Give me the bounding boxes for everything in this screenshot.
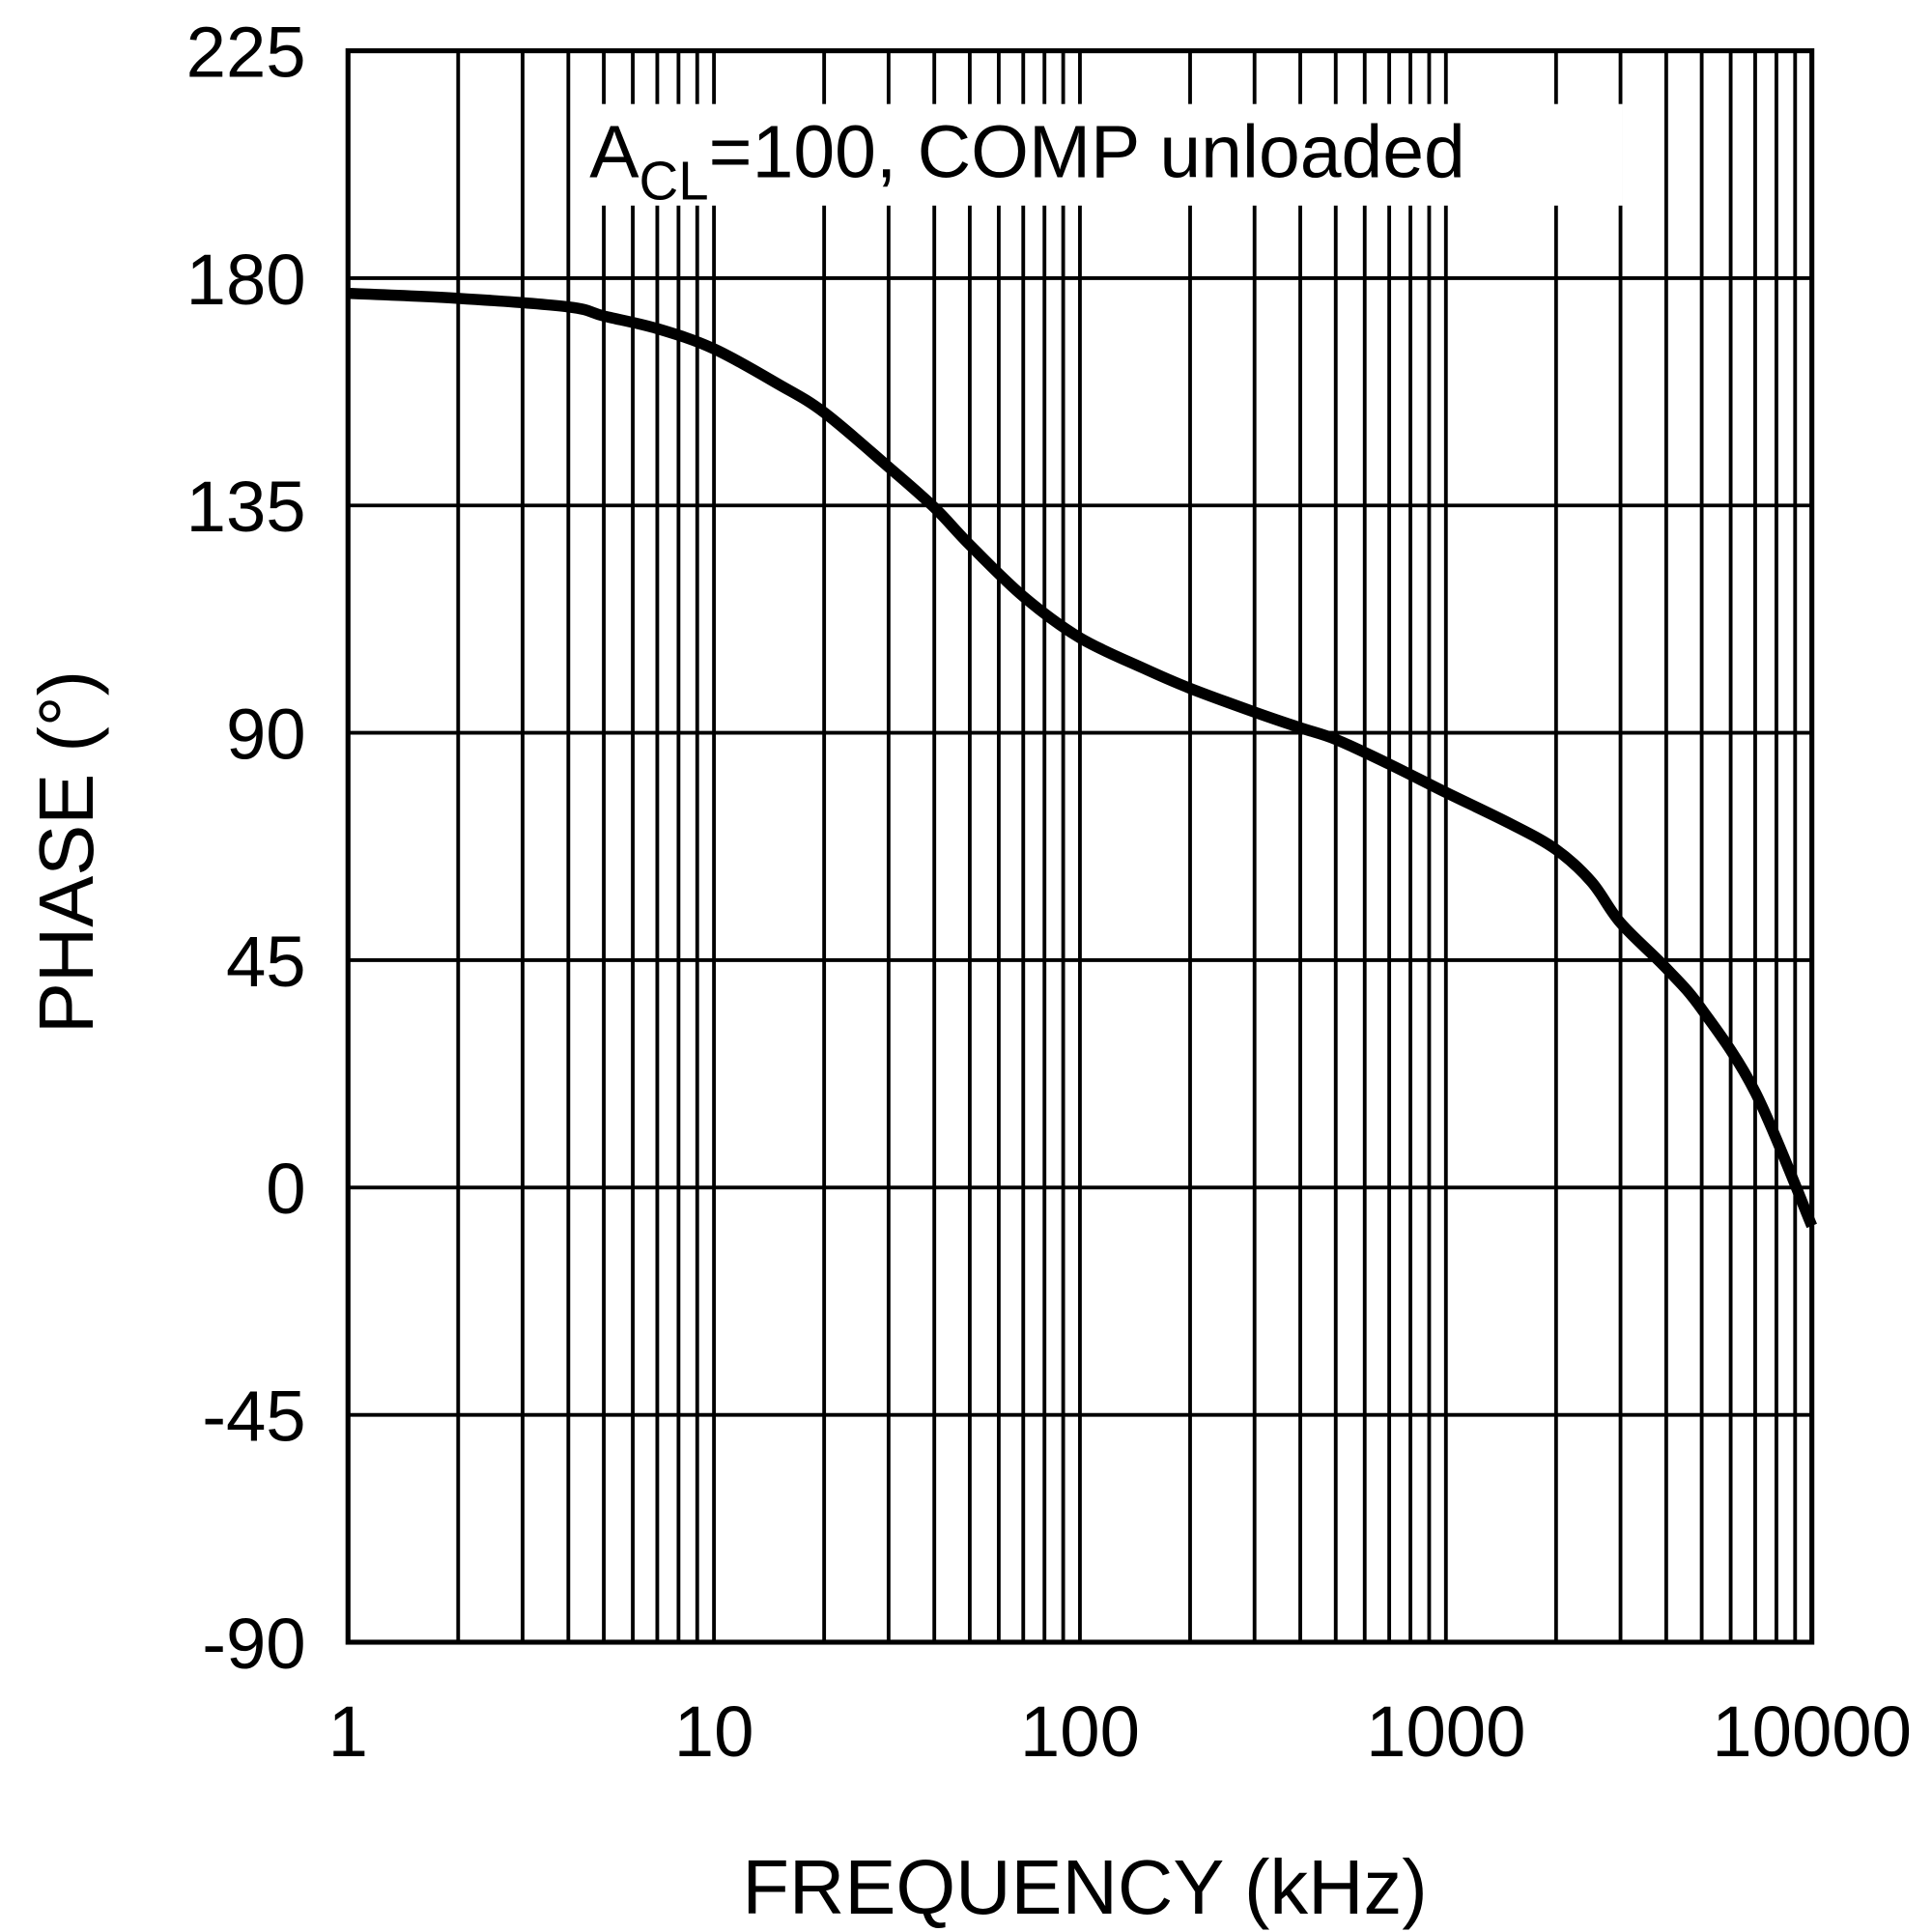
y-tick-label: -90	[202, 1604, 305, 1684]
annotation-background	[591, 103, 1623, 206]
x-tick-label: 10	[674, 1691, 754, 1772]
annotation-sub: CL	[639, 150, 709, 211]
y-tick-label: 180	[186, 240, 306, 320]
x-tick-label: 1000	[1366, 1691, 1525, 1772]
y-tick-label: 45	[226, 922, 306, 1002]
y-tick-label: 225	[186, 12, 306, 92]
annotation-main: A	[589, 110, 639, 193]
x-tick-labels: 1 10 100 1000 10000	[328, 1691, 1912, 1772]
y-tick-label: 135	[186, 467, 306, 547]
grid	[348, 48, 1812, 1644]
y-tick-label: 90	[226, 695, 306, 775]
annotation-rest: =100, COMP unloaded	[709, 110, 1465, 193]
x-tick-label: 10000	[1712, 1691, 1912, 1772]
x-tick-label: 100	[1020, 1691, 1140, 1772]
plot-frame	[345, 48, 1815, 1645]
phase-line	[347, 287, 1817, 1229]
series	[347, 287, 1817, 1229]
x-axis-label: FREQUENCY (kHz)	[742, 1844, 1427, 1930]
y-tick-labels: -90 -45 0 45 90 135 180 225	[186, 12, 306, 1683]
x-tick-label: 1	[328, 1691, 368, 1772]
annotation: ACL=100, COMP unloaded	[589, 110, 1465, 211]
y-tick-label: 0	[266, 1149, 305, 1229]
y-axis-label: PHASE (°)	[23, 670, 109, 1034]
y-tick-label: -45	[202, 1377, 305, 1457]
